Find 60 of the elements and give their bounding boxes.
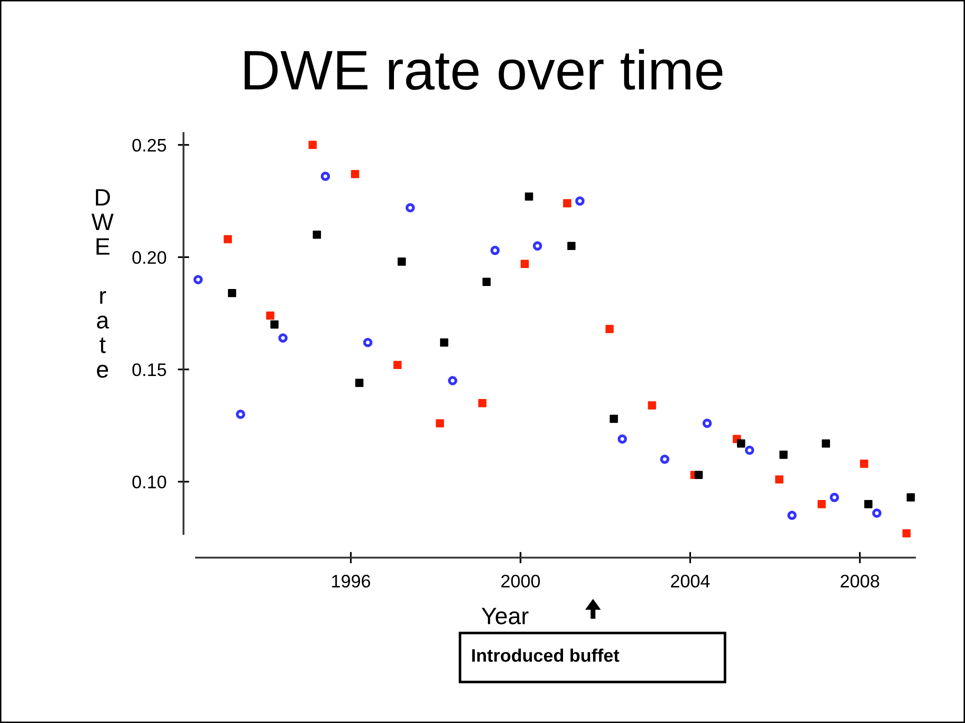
point <box>864 500 872 508</box>
point <box>266 311 274 320</box>
point <box>478 399 486 408</box>
point <box>702 418 712 428</box>
point <box>906 493 915 502</box>
chart-title: DWE rate over time <box>244 49 722 90</box>
point <box>787 510 797 520</box>
point <box>350 170 360 178</box>
point <box>618 434 627 444</box>
point <box>822 439 830 448</box>
point <box>193 274 203 284</box>
point <box>605 324 614 334</box>
text: Introduced buffet <box>472 648 620 662</box>
point <box>308 140 317 149</box>
point <box>775 475 784 484</box>
point <box>278 333 288 343</box>
point <box>490 246 500 256</box>
x-tick-label: 2000 <box>501 574 540 588</box>
point <box>736 439 746 448</box>
point <box>440 338 448 347</box>
point <box>393 360 402 370</box>
x-tick-label: 2008 <box>840 574 880 588</box>
point <box>524 192 534 201</box>
point <box>406 203 415 212</box>
point <box>436 419 444 428</box>
point <box>902 529 911 538</box>
point <box>320 172 330 181</box>
point <box>563 199 572 208</box>
point <box>575 196 585 206</box>
point <box>610 414 618 423</box>
y-tick-label: 0.25 <box>132 138 166 152</box>
y-tick-label: 0.15 <box>132 363 166 376</box>
point <box>860 460 868 468</box>
point <box>228 288 236 298</box>
point <box>482 278 491 286</box>
point <box>532 241 542 251</box>
point <box>872 508 882 518</box>
point <box>694 470 703 480</box>
point <box>648 401 656 410</box>
point <box>312 230 321 239</box>
x-axis-title: Year <box>482 608 528 624</box>
point <box>363 338 372 348</box>
point <box>355 378 364 387</box>
point <box>779 450 788 459</box>
point <box>520 260 529 268</box>
point <box>236 410 246 419</box>
point <box>270 320 279 329</box>
point <box>398 258 406 266</box>
point <box>818 500 826 508</box>
point <box>660 454 670 464</box>
y-tick-label: 0.10 <box>132 476 166 488</box>
y-tick-label: 0.20 <box>132 251 166 264</box>
x-tick-label: 1996 <box>332 574 370 588</box>
x-tick-label: 2004 <box>671 574 710 588</box>
text: DWE rate <box>91 189 114 378</box>
point <box>448 376 458 386</box>
point <box>224 235 232 244</box>
point <box>567 242 576 250</box>
point <box>744 446 754 455</box>
point <box>830 492 840 502</box>
